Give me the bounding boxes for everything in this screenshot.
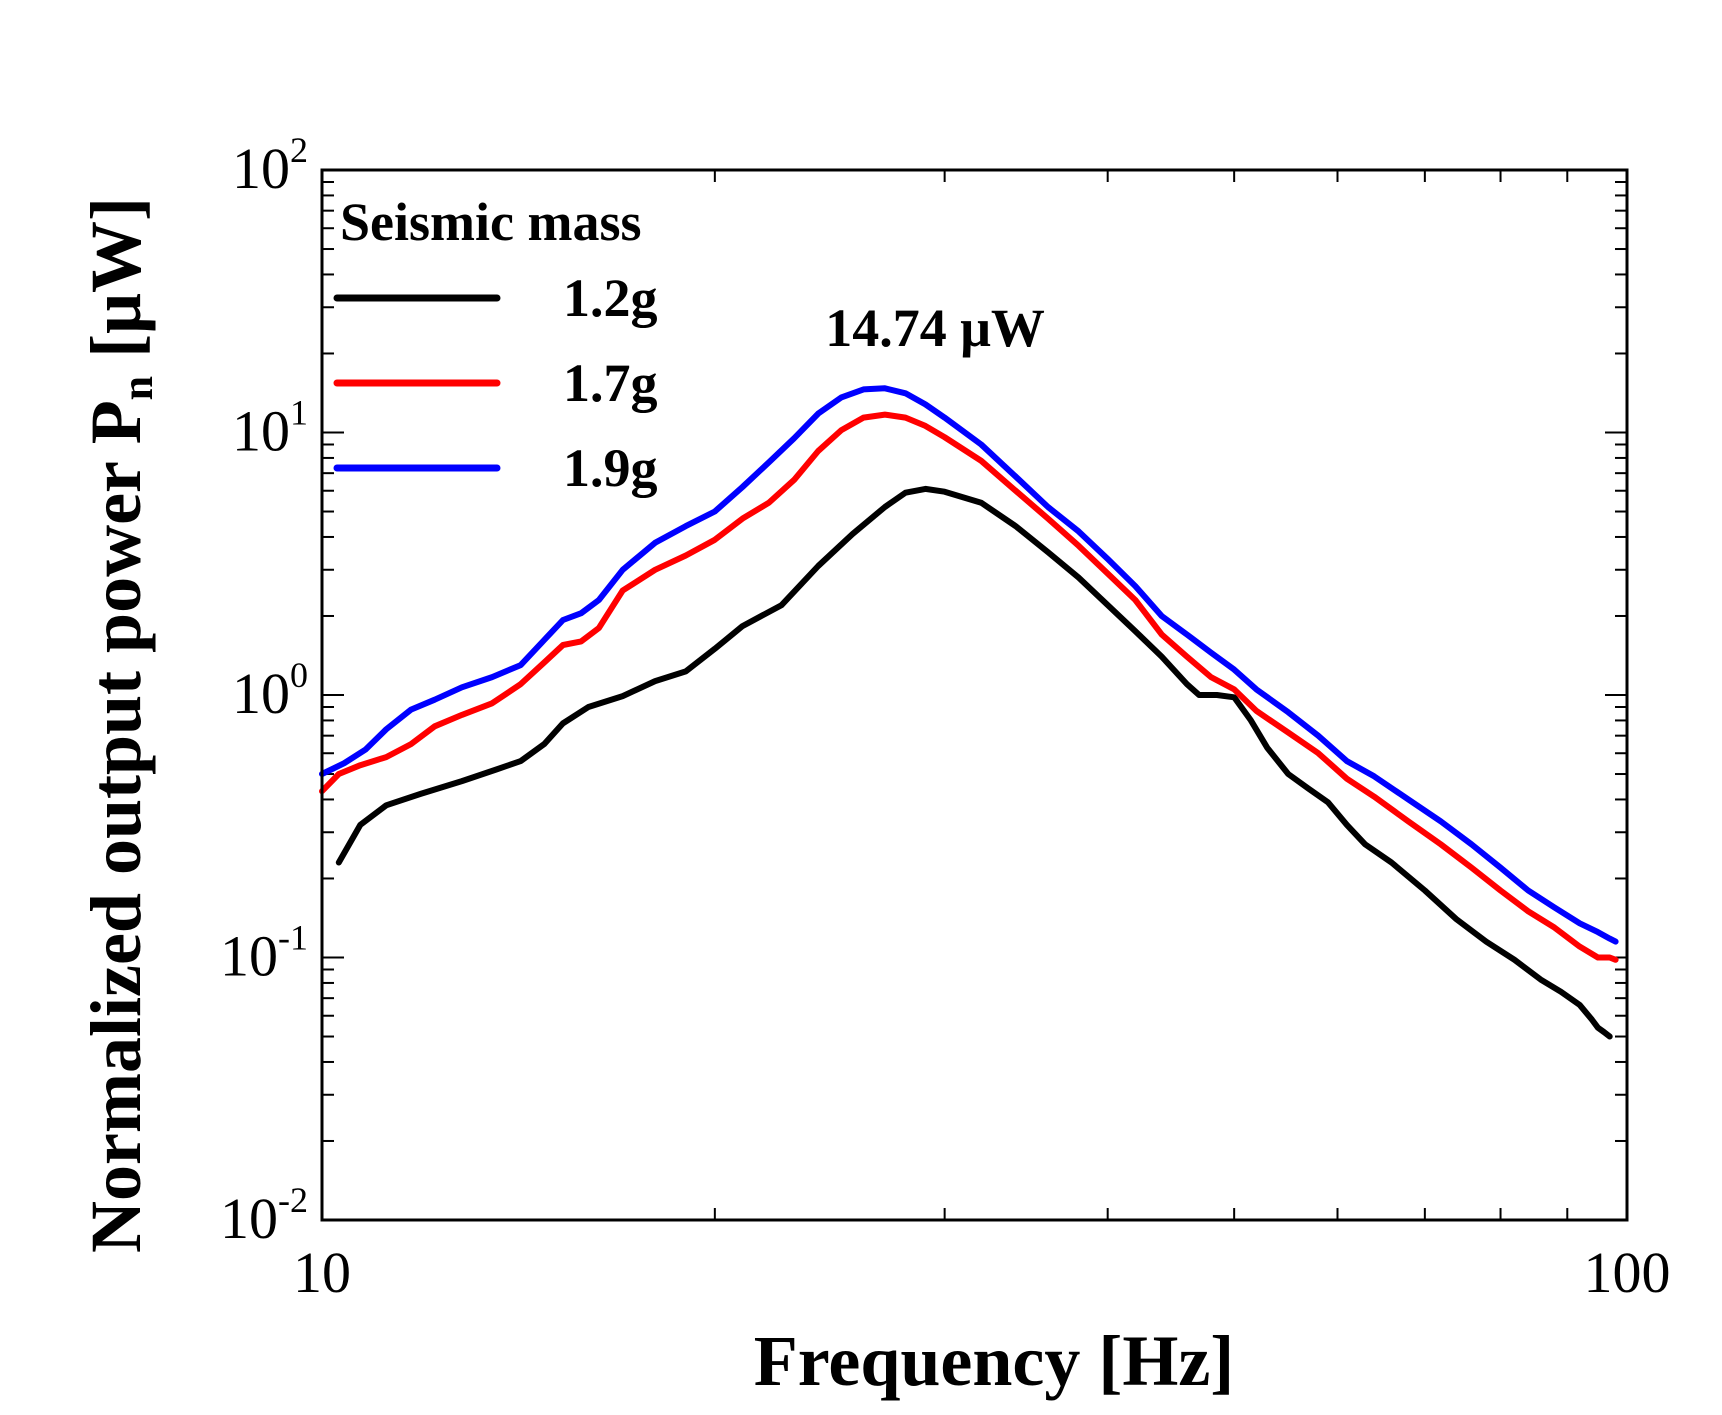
y-tick-label: 100 bbox=[232, 655, 308, 726]
plot-area-frame bbox=[320, 168, 1629, 1222]
y-tick-label: 10-1 bbox=[220, 918, 308, 989]
y-tick-label: 10-2 bbox=[220, 1180, 308, 1251]
y-axis-title-main: Normalized output power P bbox=[76, 400, 156, 1253]
peak-annotation: 14.74 μW bbox=[825, 298, 1045, 358]
y-axis-title-subscript: n bbox=[113, 376, 162, 400]
y-axis-title: Normalized output power Pn [μW] bbox=[76, 197, 162, 1253]
legend-label: 1.7g bbox=[563, 353, 658, 413]
legend-label: 1.2g bbox=[563, 268, 658, 328]
x-tick-label: 10 bbox=[293, 1240, 351, 1305]
legend-label: 1.9g bbox=[563, 438, 658, 498]
legend: Seismic mass 1.2g 1.7g 1.9g bbox=[333, 192, 658, 498]
x-tick-label: 100 bbox=[1584, 1240, 1671, 1305]
y-tick-label: 102 bbox=[232, 130, 308, 201]
x-axis-title: Frequency [Hz] bbox=[754, 1321, 1235, 1401]
legend-title: Seismic mass bbox=[340, 192, 641, 252]
series-layer bbox=[319, 385, 1619, 1040]
y-tick-label: 101 bbox=[232, 393, 308, 464]
tick-labels: 10 100 10-2 10-1 100 101 102 bbox=[220, 130, 1671, 1305]
series-line-1.9g bbox=[319, 385, 1619, 945]
axis-ticks bbox=[321, 169, 1628, 1221]
series-line-1.7g bbox=[319, 411, 1619, 963]
y-axis-title-unit: [μW] bbox=[76, 197, 156, 376]
series-line-1.2g bbox=[335, 485, 1613, 1040]
